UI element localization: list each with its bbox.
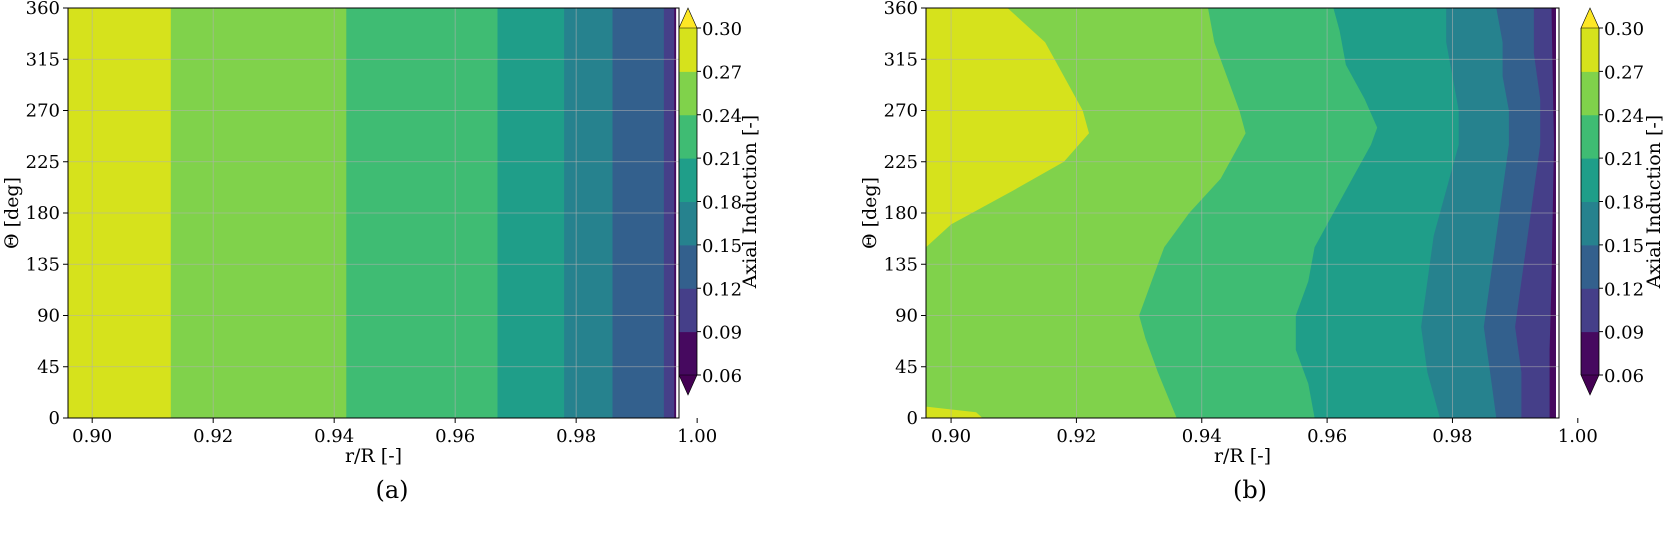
colorbar-tick-label: 0.30 [702, 19, 742, 40]
colorbar-tick-label: 0.27 [1604, 62, 1644, 83]
plot-area [68, 8, 679, 418]
colorbar-segment [1581, 244, 1599, 289]
y-tick-label: 90 [37, 306, 60, 327]
y-tick-label: 45 [37, 357, 60, 378]
colorbar-label: Axial Induction [-] [1643, 115, 1665, 289]
y-tick-label: 0 [907, 408, 918, 429]
colorbar-segment [1581, 28, 1599, 72]
colorbar-label: Axial Induction [-] [739, 115, 761, 289]
colorbar-segment [1581, 158, 1599, 202]
colorbar-segment [679, 244, 697, 289]
y-tick-label: 90 [895, 306, 918, 327]
y-tick-label: 360 [26, 0, 60, 19]
x-tick-label: 0.98 [556, 426, 596, 447]
colorbar-segment [1581, 71, 1599, 116]
colorbar-tick-label: 0.12 [702, 279, 742, 300]
x-tick-label: 0.94 [314, 426, 354, 447]
colorbar-segment [679, 288, 697, 333]
colorbar-segment [679, 114, 697, 159]
y-tick-label: 180 [884, 203, 918, 224]
x-tick-label: 0.98 [1432, 426, 1472, 447]
x-tick-label: 0.90 [931, 426, 971, 447]
colorbar-tick-label: 0.12 [1604, 279, 1644, 300]
y-tick-label: 270 [884, 101, 918, 122]
y-tick-label: 315 [884, 49, 918, 70]
colorbar-tick-label: 0.18 [702, 193, 742, 214]
x-tick-label: 1.00 [677, 426, 717, 447]
panel-label: (a) [375, 476, 408, 504]
y-axis-label: Θ [deg] [1, 177, 23, 249]
colorbar-extend-min [678, 374, 698, 396]
plot-area [926, 8, 1559, 418]
colorbar-tick-label: 0.06 [702, 366, 742, 387]
y-tick-label: 180 [26, 203, 60, 224]
colorbar-tick-label: 0.15 [1604, 236, 1644, 257]
y-tick-label: 135 [884, 254, 918, 275]
colorbar-tick-label: 0.24 [702, 106, 742, 127]
x-tick-label: 1.00 [1558, 426, 1598, 447]
colorbar-tick-label: 0.09 [1604, 323, 1644, 344]
colorbar-segment [1581, 201, 1599, 246]
colorbar-segment [679, 158, 697, 202]
colorbar-extend-max [678, 7, 698, 29]
x-tick-label: 0.96 [1307, 426, 1347, 447]
y-tick-label: 225 [884, 152, 918, 173]
y-tick-label: 0 [49, 408, 60, 429]
y-tick-label: 360 [884, 0, 918, 19]
colorbar-tick-label: 0.09 [702, 323, 742, 344]
colorbar-tick-label: 0.06 [1604, 366, 1644, 387]
x-tick-label: 0.96 [435, 426, 475, 447]
colorbar-segment [679, 28, 697, 72]
colorbar-tick-label: 0.24 [1604, 106, 1644, 127]
x-tick-label: 0.92 [1056, 426, 1096, 447]
colorbar-tick-label: 0.30 [1604, 19, 1644, 40]
colorbar-extend-min [1580, 374, 1600, 396]
colorbar-tick-label: 0.15 [702, 236, 742, 257]
panel-label: (b) [1233, 476, 1267, 504]
panel-a: 0.90 0.92 0.94 0.96 0.98 1.00 0 45 90 135 180 225 27… [1, 0, 761, 504]
y-tick-label: 135 [26, 254, 60, 275]
colorbar-segment [679, 331, 697, 376]
x-tick-label: 0.94 [1182, 426, 1222, 447]
y-tick-label: 45 [895, 357, 918, 378]
colorbar-extend-max [1580, 7, 1600, 29]
y-axis-label: Θ [deg] [859, 177, 881, 249]
colorbar-segment [679, 201, 697, 246]
y-tick-label: 315 [26, 49, 60, 70]
colorbar-segment [1581, 331, 1599, 376]
colorbar-tick-label: 0.27 [702, 62, 742, 83]
x-axis-label: r/R [-] [1214, 445, 1271, 467]
y-tick-label: 225 [26, 152, 60, 173]
colorbar-segment [1581, 114, 1599, 159]
panel-b: 0.90 0.92 0.94 0.96 0.98 1.00 0 45 90 135 180 225 27… [859, 0, 1665, 504]
colorbar-segment [679, 71, 697, 116]
colorbar-tick-label: 0.21 [702, 149, 742, 170]
colorbar-tick-label: 0.18 [1604, 193, 1644, 214]
y-tick-label: 270 [26, 101, 60, 122]
colorbar-segment [1581, 288, 1599, 333]
x-tick-label: 0.92 [193, 426, 233, 447]
colorbar-tick-label: 0.21 [1604, 149, 1644, 170]
x-tick-label: 0.90 [72, 426, 112, 447]
x-axis-label: r/R [-] [345, 445, 402, 467]
